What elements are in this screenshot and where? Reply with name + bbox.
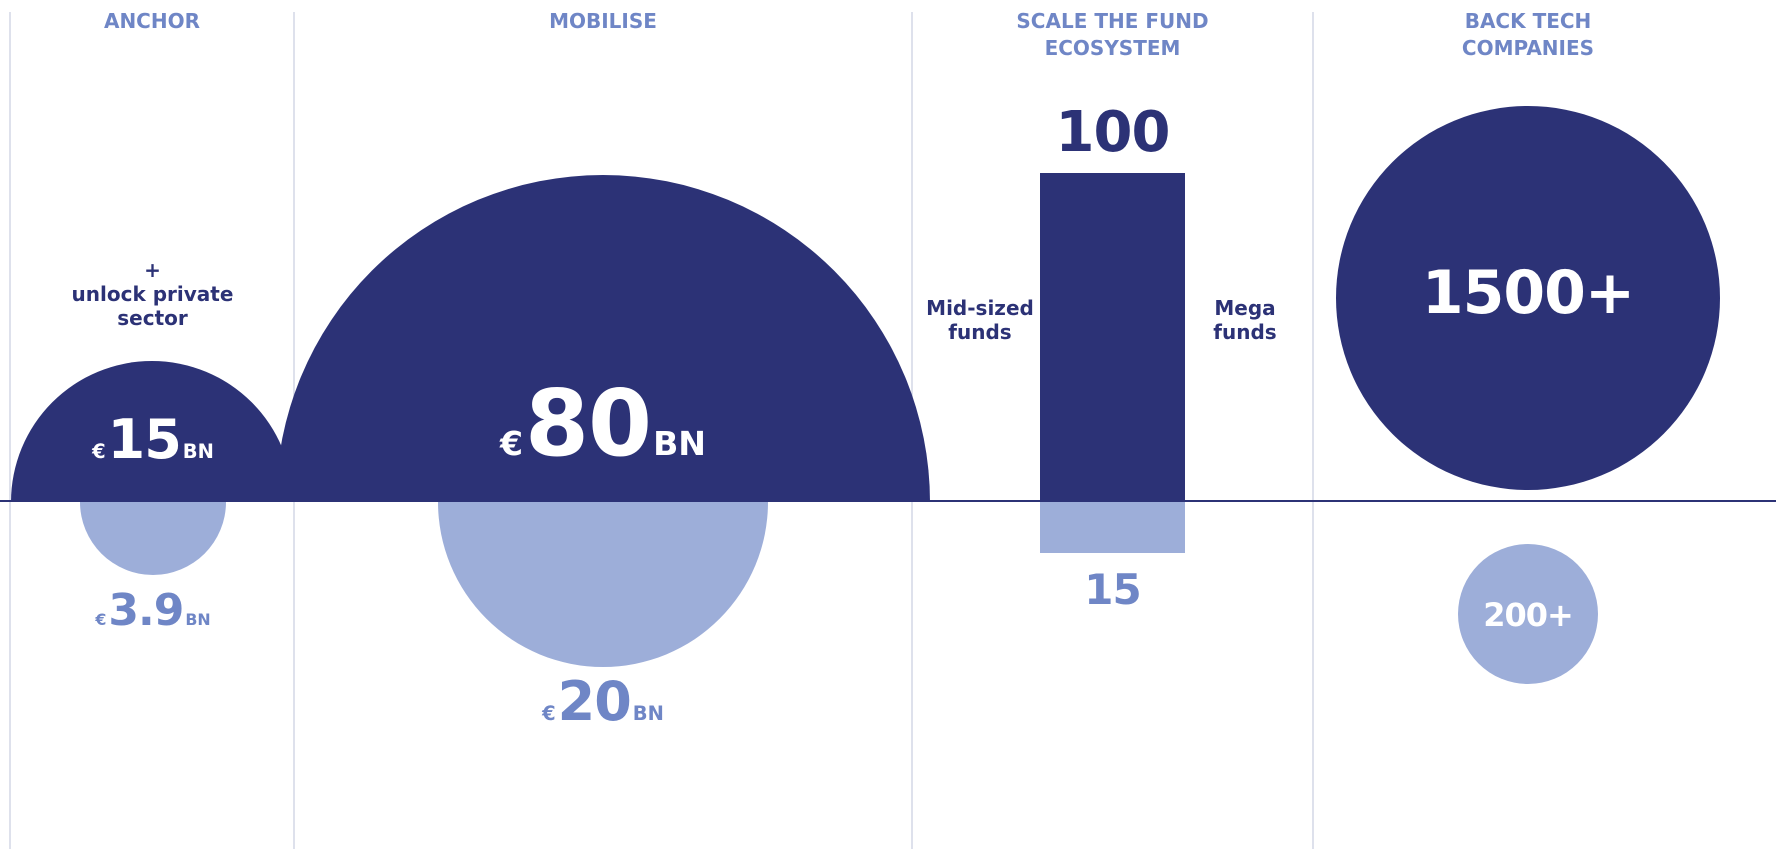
scale-bar-upper: [1040, 173, 1185, 502]
column-title-back-tech: BACK TECH COMPANIES: [1461, 9, 1595, 60]
back-tech-lower-value: 200+: [1483, 596, 1574, 634]
value-number: 15: [107, 408, 182, 471]
scale-top-value: 100: [1055, 100, 1171, 165]
mobilise-upper-semicircle: [276, 175, 930, 502]
mobilise-lower-value: €20 BN: [430, 670, 776, 733]
currency-symbol: €: [95, 610, 107, 629]
currency-symbol: €: [542, 702, 556, 725]
column-title-mobilise: MOBILISE: [549, 9, 657, 33]
unit-label: BN: [653, 424, 707, 463]
currency-symbol: €: [92, 440, 106, 463]
value-number: 80: [525, 370, 652, 477]
unit-label: BN: [182, 440, 214, 463]
scale-bar-lower: [1040, 502, 1185, 553]
unit-label: BN: [632, 702, 664, 725]
anchor-upper-value: €15 BN: [30, 408, 276, 471]
column-title-anchor: ANCHOR: [103, 9, 201, 33]
anchor-lower-value: €3.9 BN: [30, 585, 276, 636]
unit-label: BN: [185, 610, 211, 629]
anchor-note: + unlock private sector: [71, 258, 234, 330]
anchor-upper-semicircle: [11, 361, 293, 502]
value-number: 3.9: [108, 585, 184, 636]
mega-funds-label: Mega funds: [1213, 296, 1277, 344]
currency-symbol: €: [499, 424, 524, 463]
scale-bottom-value: 15: [1084, 565, 1141, 614]
mobilise-upper-value: €80BN: [400, 370, 806, 477]
anchor-lower-semicircle: [80, 502, 226, 575]
value-number: 20: [557, 670, 632, 733]
back-tech-upper-circle: [1336, 106, 1720, 490]
mid-sized-funds-label: Mid-sized funds: [926, 296, 1034, 344]
back-tech-lower-circle: [1458, 544, 1598, 684]
column-title-scale: SCALE THE FUND ECOSYSTEM: [1016, 9, 1209, 60]
back-tech-upper-value: 1500+: [1421, 258, 1635, 328]
mobilise-lower-semicircle: [438, 502, 768, 667]
